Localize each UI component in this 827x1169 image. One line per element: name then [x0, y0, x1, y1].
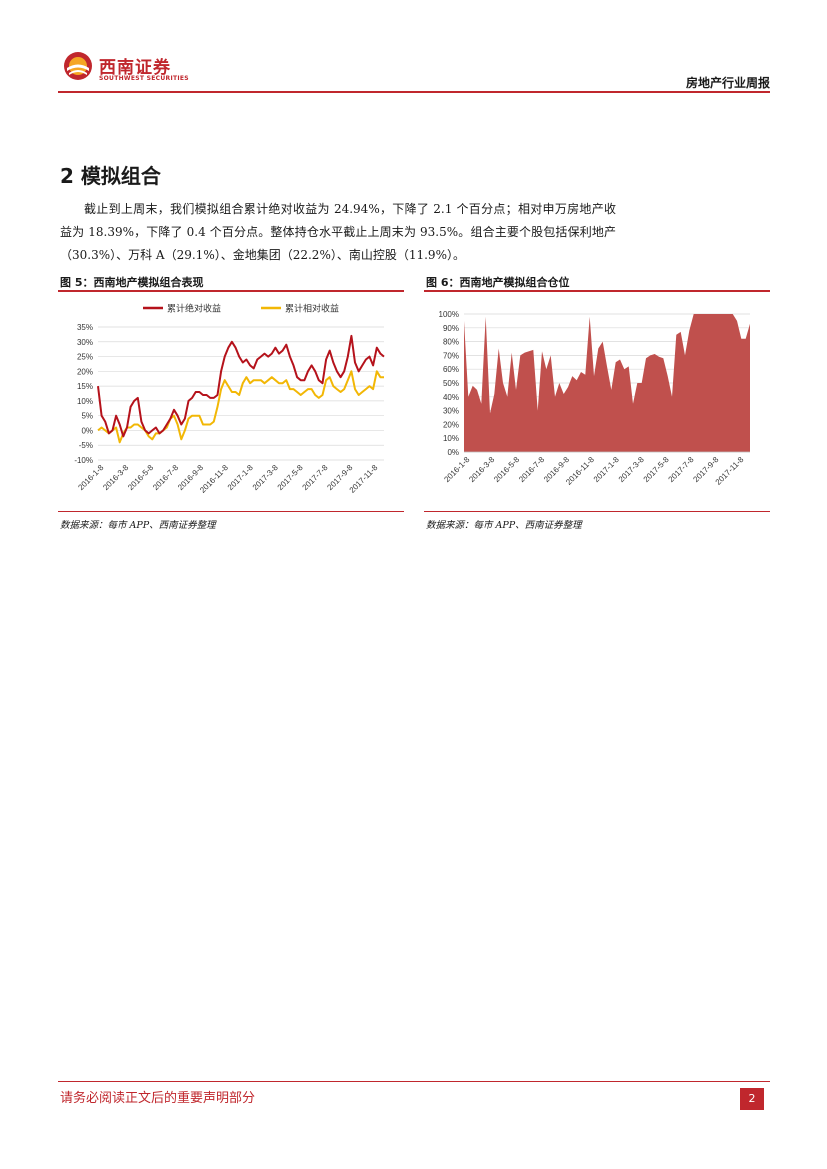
brand-name-cn: 西南证券: [99, 58, 171, 78]
y-tick-label: 30%: [443, 407, 459, 416]
footer-divider: [58, 1081, 770, 1082]
y-tick-label: 35%: [77, 323, 93, 332]
x-tick-label: 2016-5-8: [492, 455, 521, 484]
y-tick-label: 90%: [443, 324, 459, 333]
y-tick-label: 80%: [443, 338, 459, 347]
x-tick-label: 2016-5-8: [126, 463, 155, 492]
x-tick-label: 2017-1-8: [226, 463, 255, 492]
legend-label-0: 累计绝对收益: [167, 303, 221, 314]
figure5-source: 数据来源：每市 APP、西南证券整理: [60, 520, 216, 531]
brand-logo: 西南证券 SOUTHWEST SECURITIES: [63, 51, 193, 87]
figure6-title: 图 6：西南地产模拟组合仓位: [426, 276, 570, 289]
x-tick-label: 2016-3-8: [467, 455, 496, 484]
x-tick-label: 2017-3-8: [617, 455, 646, 484]
y-tick-label: -5%: [79, 441, 93, 450]
header-divider: [58, 91, 770, 93]
figure5-title: 图 5：西南地产模拟组合表现: [60, 276, 204, 289]
figure6-bottom-rule: [424, 511, 770, 512]
figure6-top-rule: [424, 290, 770, 292]
y-tick-label: 20%: [77, 367, 93, 376]
x-tick-label: 2016-3-8: [101, 463, 130, 492]
x-tick-label: 2016-7-8: [151, 463, 180, 492]
brand-emblem-icon: [64, 52, 92, 80]
footer-disclaimer: 请务必阅读正文后的重要声明部分: [60, 1091, 256, 1106]
section-title: 2 模拟组合: [60, 164, 161, 188]
series-line-0: [97, 334, 385, 438]
figure6-area-chart: 100% 90% 80% 70% 60% 50% 40% 30% 20% 10% 0%2016-1-…: [439, 310, 750, 487]
x-tick-label: 2017-3-8: [251, 463, 280, 492]
y-tick-label: 20%: [443, 420, 459, 429]
section-paragraph: 截止到上周末，我们模拟组合累计绝对收益为 24.94%，下降了 2.1 个百分点…: [60, 202, 616, 262]
page-header: 西南证券 SOUTHWEST SECURITIES 房地产行业周报: [58, 48, 770, 92]
x-tick-label: 2016-1-8: [76, 463, 105, 492]
x-tick-label: 2017-5-8: [642, 455, 671, 484]
x-tick-label: 2017-7-8: [301, 463, 330, 492]
brand-name-en: SOUTHWEST SECURITIES: [99, 75, 189, 82]
x-tick-label: 2016-7-8: [517, 455, 546, 484]
y-tick-label: 100%: [439, 310, 459, 319]
figure6-source: 数据来源：每市 APP、西南证券整理: [426, 520, 582, 531]
x-tick-label: 2017-7-8: [667, 455, 696, 484]
y-tick-label: 70%: [443, 351, 459, 360]
figure5-bottom-rule: [58, 511, 404, 512]
y-tick-label: 0%: [81, 426, 93, 435]
page-number: 2: [740, 1088, 764, 1110]
y-tick-label: 40%: [443, 393, 459, 402]
y-tick-label: 10%: [77, 397, 93, 406]
x-tick-label: 2016-1-8: [442, 455, 471, 484]
figure5-line-chart: 累计绝对收益 累计相对收益 35% 30% 25% 20% 15% 10% 5% 0% -5% -10…: [74, 303, 385, 495]
position-area: [464, 314, 750, 452]
x-tick-label: 2017-5-8: [276, 463, 305, 492]
y-tick-label: 15%: [77, 382, 93, 391]
x-tick-label: 2017-1-8: [592, 455, 621, 484]
y-tick-label: 50%: [443, 379, 459, 388]
y-tick-label: -10%: [74, 456, 93, 465]
series-line-1: [97, 370, 384, 444]
legend-label-1: 累计相对收益: [285, 303, 339, 314]
y-tick-label: 0%: [447, 448, 459, 457]
figure5-top-rule: [58, 290, 404, 292]
y-tick-label: 5%: [81, 412, 93, 421]
y-tick-label: 30%: [77, 338, 93, 347]
y-tick-label: 10%: [443, 434, 459, 443]
y-tick-label: 60%: [443, 365, 459, 374]
y-tick-label: 25%: [77, 353, 93, 362]
report-title: 房地产行业周报: [685, 76, 770, 90]
